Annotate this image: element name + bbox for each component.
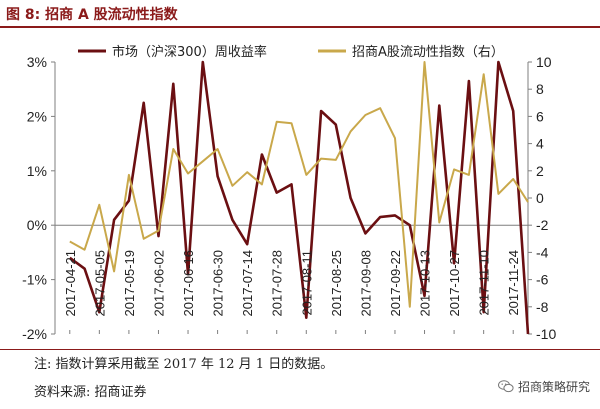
left-tick-label: 2%: [27, 108, 47, 124]
x-tick-label: 2017-11-10: [477, 250, 492, 316]
x-tick-label: 2017-06-02: [151, 250, 166, 317]
x-tick-label: 2017-06-16: [181, 250, 196, 317]
x-tick-label: 2017-09-22: [388, 250, 403, 317]
figure-title: 图 8: 招商 A 股流动性指数: [6, 7, 178, 23]
x-tick-label: 2017-07-14: [240, 250, 255, 317]
right-tick-label: -4: [536, 244, 549, 260]
series-line-1: [69, 60, 530, 335]
right-tick-label: 4: [536, 136, 544, 152]
x-tick-label: 2017-10-27: [447, 250, 462, 317]
brand-label[interactable]: 招商策略研究: [497, 378, 590, 395]
right-tick-label: -8: [536, 299, 549, 315]
x-tick-label: 2017-06-30: [211, 250, 226, 317]
legend-label-1: 市场（沪深300）周收益率: [112, 44, 267, 60]
title-rule: [0, 26, 600, 28]
x-tick-label: 2017-08-25: [329, 250, 344, 317]
brand-text: 招商策略研究: [517, 380, 590, 394]
figure-note: 注: 指数计算采用截至 2017 年 12 月 1 日的数据。: [34, 357, 334, 372]
right-tick-label: 2: [536, 163, 544, 179]
x-tick-label: 2017-08-11: [299, 250, 314, 316]
x-tick-label: 2017-11-24: [506, 250, 521, 316]
right-tick-label: 8: [536, 81, 544, 97]
x-tick-label: 2017-09-08: [358, 250, 373, 317]
left-tick-label: 0%: [27, 217, 47, 233]
x-tick-label: 2017-05-19: [122, 250, 137, 317]
right-tick-label: 10: [536, 54, 552, 70]
series-line-2: [69, 61, 529, 308]
right-tick-label: -10: [536, 326, 556, 342]
left-tick-label: 3%: [27, 54, 47, 70]
x-tick-label: 2017-10-13: [418, 250, 433, 317]
left-tick-label: -1%: [22, 272, 47, 288]
wechat-icon: [497, 380, 514, 393]
right-tick-label: 0: [536, 190, 544, 206]
x-tick-label: 2017-07-28: [270, 250, 285, 317]
x-tick-label: 2017-05-05: [92, 250, 107, 317]
right-tick-label: -6: [536, 272, 549, 288]
chart: 3% 2% 1% 0% -1% -2% 10 8 6 4 2 0 -2 -4 -6 -8 -10 2017-04-…: [22, 44, 556, 342]
right-tick-label: 6: [536, 108, 544, 124]
left-tick-label: 1%: [27, 163, 47, 179]
x-tick-label: 2017-04-21: [63, 250, 78, 317]
note-rule: [0, 349, 600, 350]
right-tick-label: -2: [536, 217, 549, 233]
left-tick-label: -2%: [22, 326, 47, 342]
legend-label-2: 招商A股流动性指数（右）: [352, 45, 504, 60]
figure-source: 资料来源: 招商证券: [34, 385, 147, 400]
